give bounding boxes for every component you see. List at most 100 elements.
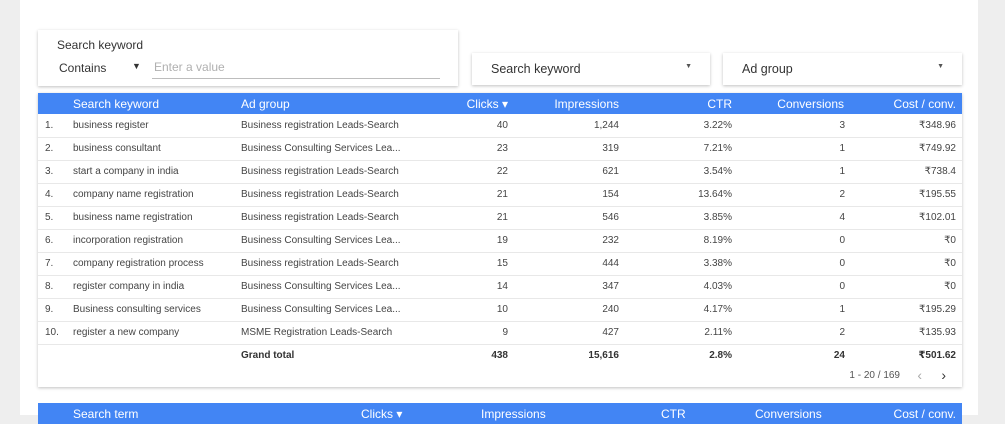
row-conversions: 1: [839, 304, 845, 315]
header-ad-group[interactable]: Ad group: [241, 97, 290, 111]
row-cost-per-conversion: ₹195.55: [919, 189, 956, 200]
filter-operator-select[interactable]: Contains: [59, 61, 107, 75]
header-ctr[interactable]: CTR: [707, 97, 732, 111]
row-cost-per-conversion: ₹348.96: [919, 120, 956, 131]
table-row[interactable]: 3. start a company in india Business regis…: [38, 160, 962, 184]
row-clicks: 15: [496, 258, 508, 269]
row-ctr: 4.17%: [703, 304, 732, 315]
row-ad-group: Business Consulting Services Lea...: [241, 235, 401, 246]
row-impressions: 319: [602, 143, 619, 154]
row-ctr: 7.21%: [703, 143, 732, 154]
header-conversions[interactable]: Conversions: [777, 97, 844, 111]
total-ctr: 2.8%: [709, 350, 732, 361]
row-impressions: 232: [602, 235, 619, 246]
row-clicks: 40: [496, 120, 508, 131]
row-impressions: 1,244: [593, 120, 619, 131]
row-cost-per-conversion: ₹738.4: [924, 166, 956, 177]
row-index: 2.: [45, 143, 54, 154]
row-index: 6.: [45, 235, 54, 246]
row-conversions: 3: [839, 120, 845, 131]
row-impressions: 240: [602, 304, 619, 315]
row-ad-group: Business registration Leads-Search: [241, 212, 399, 223]
search-keyword-filter: Search keyword Contains ▼: [38, 30, 458, 86]
header-impressions[interactable]: Impressions: [481, 407, 546, 421]
header-conversions[interactable]: Conversions: [755, 407, 822, 421]
header-ctr[interactable]: CTR: [661, 407, 686, 421]
row-ad-group: Business Consulting Services Lea...: [241, 304, 401, 315]
header-impressions[interactable]: Impressions: [554, 97, 619, 111]
row-ad-group: Business Consulting Services Lea...: [241, 281, 401, 292]
row-index: 5.: [45, 212, 54, 223]
total-clicks: 438: [491, 350, 508, 361]
row-clicks: 19: [496, 235, 508, 246]
chevron-right-icon[interactable]: ›: [941, 367, 946, 383]
grand-total-row: Grand total 438 15,616 2.8% 24 ₹501.62: [38, 344, 962, 367]
row-index: 9.: [45, 304, 54, 315]
header-cost-per-conversion[interactable]: Cost / conv.: [893, 97, 956, 111]
table-header: Search keyword Ad group Clicks ▾ Impress…: [38, 93, 962, 114]
table-row[interactable]: 8. register company in india Business Cons…: [38, 275, 962, 299]
row-impressions: 621: [602, 166, 619, 177]
row-ad-group: Business registration Leads-Search: [241, 258, 399, 269]
row-index: 1.: [45, 120, 54, 131]
header-search-keyword[interactable]: Search keyword: [73, 97, 160, 111]
header-search-term[interactable]: Search term: [73, 407, 139, 421]
header-cost-per-conversion[interactable]: Cost / conv.: [893, 407, 956, 421]
row-cost-per-conversion: ₹749.92: [919, 143, 956, 154]
table-row[interactable]: 9. Business consulting services Business C…: [38, 298, 962, 322]
row-conversions: 0: [839, 281, 845, 292]
row-ad-group: Business Consulting Services Lea...: [241, 143, 401, 154]
table-row[interactable]: 4. company name registration Business regi…: [38, 183, 962, 207]
total-conversions: 24: [833, 350, 845, 361]
total-cost-per-conversion: ₹501.62: [918, 350, 956, 361]
keyword-table: Search keyword Ad group Clicks ▾ Impress…: [38, 93, 962, 387]
row-ad-group: Business registration Leads-Search: [241, 166, 399, 177]
row-search-keyword: company name registration: [73, 189, 194, 200]
table-row[interactable]: 1. business register Business registration…: [38, 114, 962, 138]
total-impressions: 15,616: [588, 350, 619, 361]
dropdown-label: Ad group: [742, 62, 793, 76]
table-row[interactable]: 10. register a new company MSME Registrati…: [38, 321, 962, 345]
dropdown-label: Search keyword: [491, 62, 581, 76]
table-row[interactable]: 5. business name registration Business reg…: [38, 206, 962, 230]
table-row[interactable]: 7. company registration process Business r…: [38, 252, 962, 276]
row-cost-per-conversion: ₹135.93: [919, 327, 956, 338]
pagination-range: 1 - 20 / 169: [849, 370, 900, 381]
row-search-keyword: incorporation registration: [73, 235, 184, 246]
row-impressions: 546: [602, 212, 619, 223]
row-index: 10.: [45, 327, 59, 338]
search-keyword-dropdown[interactable]: Search keyword ▼: [472, 53, 710, 85]
header-clicks[interactable]: Clicks ▾: [361, 407, 403, 421]
table-row[interactable]: 6. incorporation registration Business Con…: [38, 229, 962, 253]
row-ctr: 3.38%: [703, 258, 732, 269]
row-ctr: 2.11%: [704, 327, 732, 338]
row-cost-per-conversion: ₹195.29: [919, 304, 956, 315]
row-cost-per-conversion: ₹0: [944, 235, 956, 246]
row-search-keyword: register company in india: [73, 281, 185, 292]
row-cost-per-conversion: ₹0: [944, 281, 956, 292]
row-conversions: 2: [839, 327, 845, 338]
row-clicks: 14: [496, 281, 508, 292]
grand-total-label: Grand total: [241, 350, 295, 361]
row-conversions: 1: [839, 143, 845, 154]
row-cost-per-conversion: ₹0: [944, 258, 956, 269]
filter-value-input[interactable]: [152, 56, 440, 79]
row-impressions: 347: [602, 281, 619, 292]
chevron-left-icon[interactable]: ‹: [917, 367, 922, 383]
row-impressions: 154: [602, 189, 619, 200]
row-search-keyword: register a new company: [73, 327, 180, 338]
caret-down-icon[interactable]: ▼: [132, 61, 141, 71]
caret-down-icon: ▼: [685, 63, 692, 70]
row-search-keyword: company registration process: [73, 258, 204, 269]
row-conversions: 0: [839, 235, 845, 246]
row-search-keyword: Business consulting services: [73, 304, 201, 315]
row-impressions: 427: [602, 327, 619, 338]
table-row[interactable]: 2. business consultant Business Consulting…: [38, 137, 962, 161]
row-ctr: 3.54%: [703, 166, 732, 177]
row-conversions: 4: [839, 212, 845, 223]
ad-group-dropdown[interactable]: Ad group ▼: [723, 53, 962, 85]
row-ad-group: MSME Registration Leads-Search: [241, 327, 393, 338]
row-search-keyword: business register: [73, 120, 149, 131]
row-clicks: 9: [502, 327, 508, 338]
header-clicks[interactable]: Clicks ▾: [466, 97, 508, 111]
